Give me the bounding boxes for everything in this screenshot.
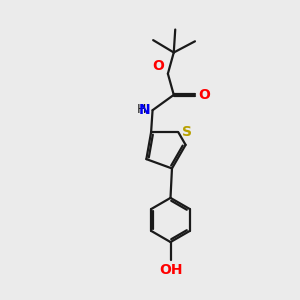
Text: OH: OH	[159, 263, 182, 277]
Text: O: O	[152, 58, 164, 73]
Text: H: H	[137, 103, 146, 116]
Text: N: N	[139, 103, 150, 117]
Text: O: O	[198, 88, 210, 102]
Text: S: S	[182, 125, 192, 139]
